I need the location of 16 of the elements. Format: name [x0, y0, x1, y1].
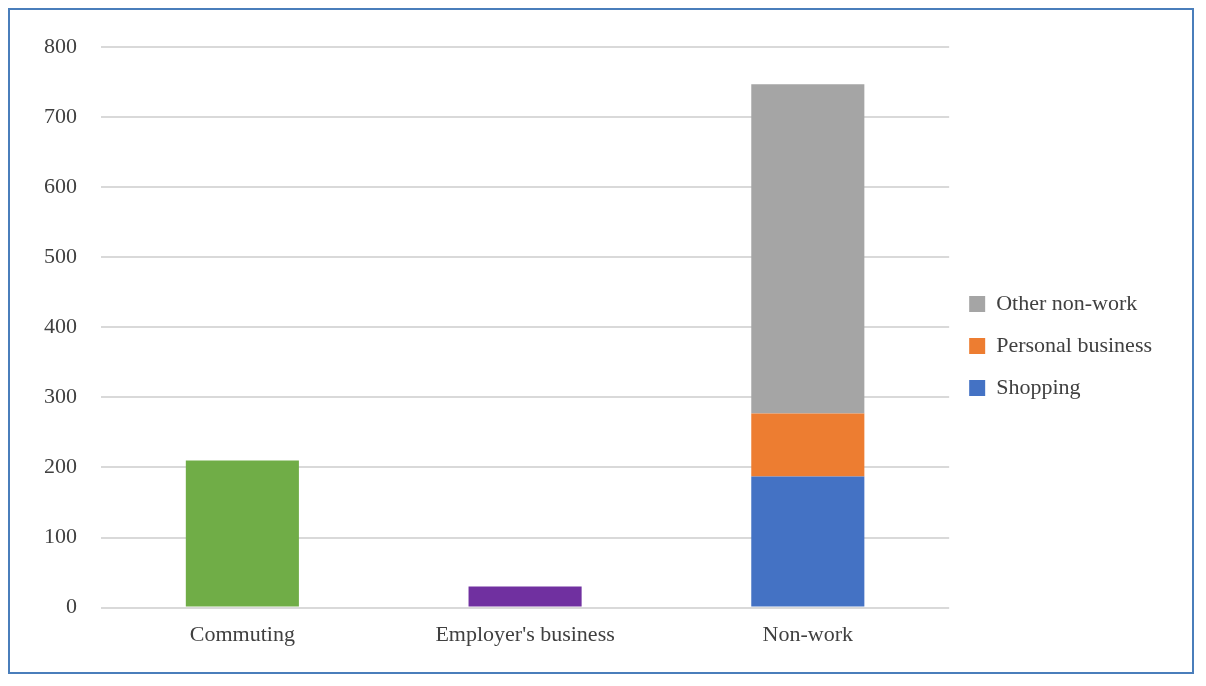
x-tick-label: Non-work — [762, 620, 854, 646]
frame: Other non-work Personal business Shopping Commuting Employer's business Non-work 0 100 200 300 400 500 600 700 800 — [8, 8, 1194, 674]
y-tick-label: 500 — [44, 243, 77, 269]
legend-label: Other non-work — [996, 289, 1138, 315]
y-tick-label: 600 — [44, 173, 77, 199]
y-tick-label: 700 — [44, 103, 77, 129]
y-tick-label: 300 — [44, 383, 77, 409]
y-tick-label: 100 — [44, 523, 77, 549]
legend-label: Personal business — [996, 331, 1152, 357]
legend-label: Shopping — [996, 373, 1081, 399]
x-tick-label: Employer's business — [435, 620, 615, 646]
y-tick-label: 400 — [44, 313, 77, 339]
y-tick-label: 800 — [44, 32, 77, 58]
x-tick-label: Commuting — [189, 620, 295, 646]
y-tick-label: 200 — [44, 453, 77, 479]
y-tick-label: 0 — [66, 593, 77, 619]
